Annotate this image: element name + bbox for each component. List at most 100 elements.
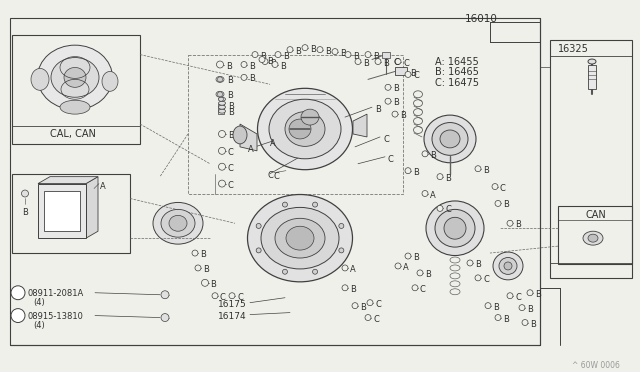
Text: (4): (4) — [33, 321, 45, 330]
Text: B: B — [283, 52, 289, 61]
Circle shape — [339, 248, 344, 253]
Text: A: A — [100, 182, 106, 190]
Text: B: B — [503, 315, 509, 324]
Circle shape — [272, 61, 278, 67]
Text: B: 16465: B: 16465 — [435, 67, 479, 77]
Bar — [588, 64, 596, 89]
Circle shape — [422, 190, 428, 196]
Text: B: B — [413, 253, 419, 262]
Circle shape — [475, 166, 481, 172]
Text: B: B — [430, 151, 436, 160]
Ellipse shape — [261, 208, 339, 269]
Ellipse shape — [504, 262, 512, 270]
Text: B: B — [249, 74, 255, 83]
Text: C: C — [483, 275, 489, 284]
Ellipse shape — [218, 97, 223, 101]
Ellipse shape — [588, 59, 596, 64]
Circle shape — [302, 45, 308, 51]
Text: B: B — [375, 105, 381, 114]
Text: A: 16455: A: 16455 — [435, 57, 479, 67]
Text: B: B — [228, 108, 234, 117]
Bar — [12, 35, 140, 144]
Text: B: B — [203, 265, 209, 274]
Ellipse shape — [218, 105, 225, 109]
Circle shape — [437, 174, 443, 180]
Ellipse shape — [216, 91, 224, 97]
Ellipse shape — [424, 115, 476, 163]
Text: B: B — [350, 285, 356, 294]
Text: C: C — [375, 300, 381, 309]
Text: N: N — [15, 288, 21, 297]
Text: B: B — [363, 58, 369, 68]
Circle shape — [365, 315, 371, 321]
Polygon shape — [86, 177, 98, 238]
Text: 08911-2081A: 08911-2081A — [28, 289, 84, 298]
Polygon shape — [38, 177, 98, 184]
Circle shape — [161, 314, 169, 321]
Text: C: C — [388, 155, 394, 164]
Circle shape — [522, 320, 528, 326]
Circle shape — [412, 285, 418, 291]
Text: C: C — [220, 293, 226, 302]
Text: A: A — [270, 139, 276, 148]
Circle shape — [312, 202, 317, 207]
Ellipse shape — [161, 209, 195, 237]
Text: C: 16475: C: 16475 — [435, 78, 479, 89]
Circle shape — [395, 263, 401, 269]
Circle shape — [467, 260, 473, 266]
Circle shape — [375, 58, 381, 64]
Circle shape — [216, 61, 223, 68]
Circle shape — [317, 46, 323, 52]
Bar — [550, 40, 632, 278]
Circle shape — [218, 77, 223, 82]
Ellipse shape — [233, 126, 247, 144]
Ellipse shape — [444, 217, 466, 239]
Circle shape — [495, 201, 501, 206]
Bar — [44, 190, 80, 231]
Text: C: C — [228, 164, 234, 173]
Ellipse shape — [289, 119, 311, 139]
Circle shape — [218, 180, 225, 187]
Text: 16174: 16174 — [218, 312, 246, 321]
Text: B: B — [325, 46, 331, 56]
Text: B: B — [503, 201, 509, 209]
Ellipse shape — [102, 71, 118, 91]
Text: 16175: 16175 — [218, 300, 247, 309]
Text: C: C — [420, 285, 426, 294]
Text: B: B — [530, 320, 536, 328]
Bar — [12, 174, 130, 253]
Circle shape — [212, 293, 218, 299]
Ellipse shape — [218, 101, 225, 105]
Bar — [395, 67, 407, 76]
Circle shape — [218, 147, 225, 154]
Text: B: B — [353, 52, 359, 61]
Text: C: C — [383, 135, 389, 144]
Text: B: B — [226, 61, 232, 71]
Ellipse shape — [169, 215, 187, 231]
Circle shape — [405, 253, 411, 259]
Polygon shape — [240, 124, 257, 151]
Text: B: B — [295, 46, 301, 56]
Text: C: C — [393, 58, 399, 67]
Text: B: B — [200, 250, 206, 259]
Circle shape — [11, 309, 25, 323]
Ellipse shape — [301, 109, 319, 125]
Circle shape — [22, 190, 29, 197]
Text: C: C — [228, 181, 234, 190]
Circle shape — [355, 58, 361, 64]
Text: B: B — [228, 102, 234, 111]
Circle shape — [527, 290, 533, 296]
Ellipse shape — [440, 130, 460, 148]
Text: B: B — [280, 61, 286, 71]
Circle shape — [417, 270, 423, 276]
Text: (4): (4) — [33, 298, 45, 307]
Text: B: B — [425, 270, 431, 279]
Text: CAN: CAN — [585, 211, 605, 220]
Circle shape — [259, 57, 265, 62]
Text: 16325: 16325 — [558, 44, 589, 54]
Circle shape — [241, 61, 247, 67]
Circle shape — [256, 224, 261, 228]
Circle shape — [332, 49, 338, 55]
Text: C: C — [273, 172, 279, 181]
Ellipse shape — [499, 257, 517, 275]
